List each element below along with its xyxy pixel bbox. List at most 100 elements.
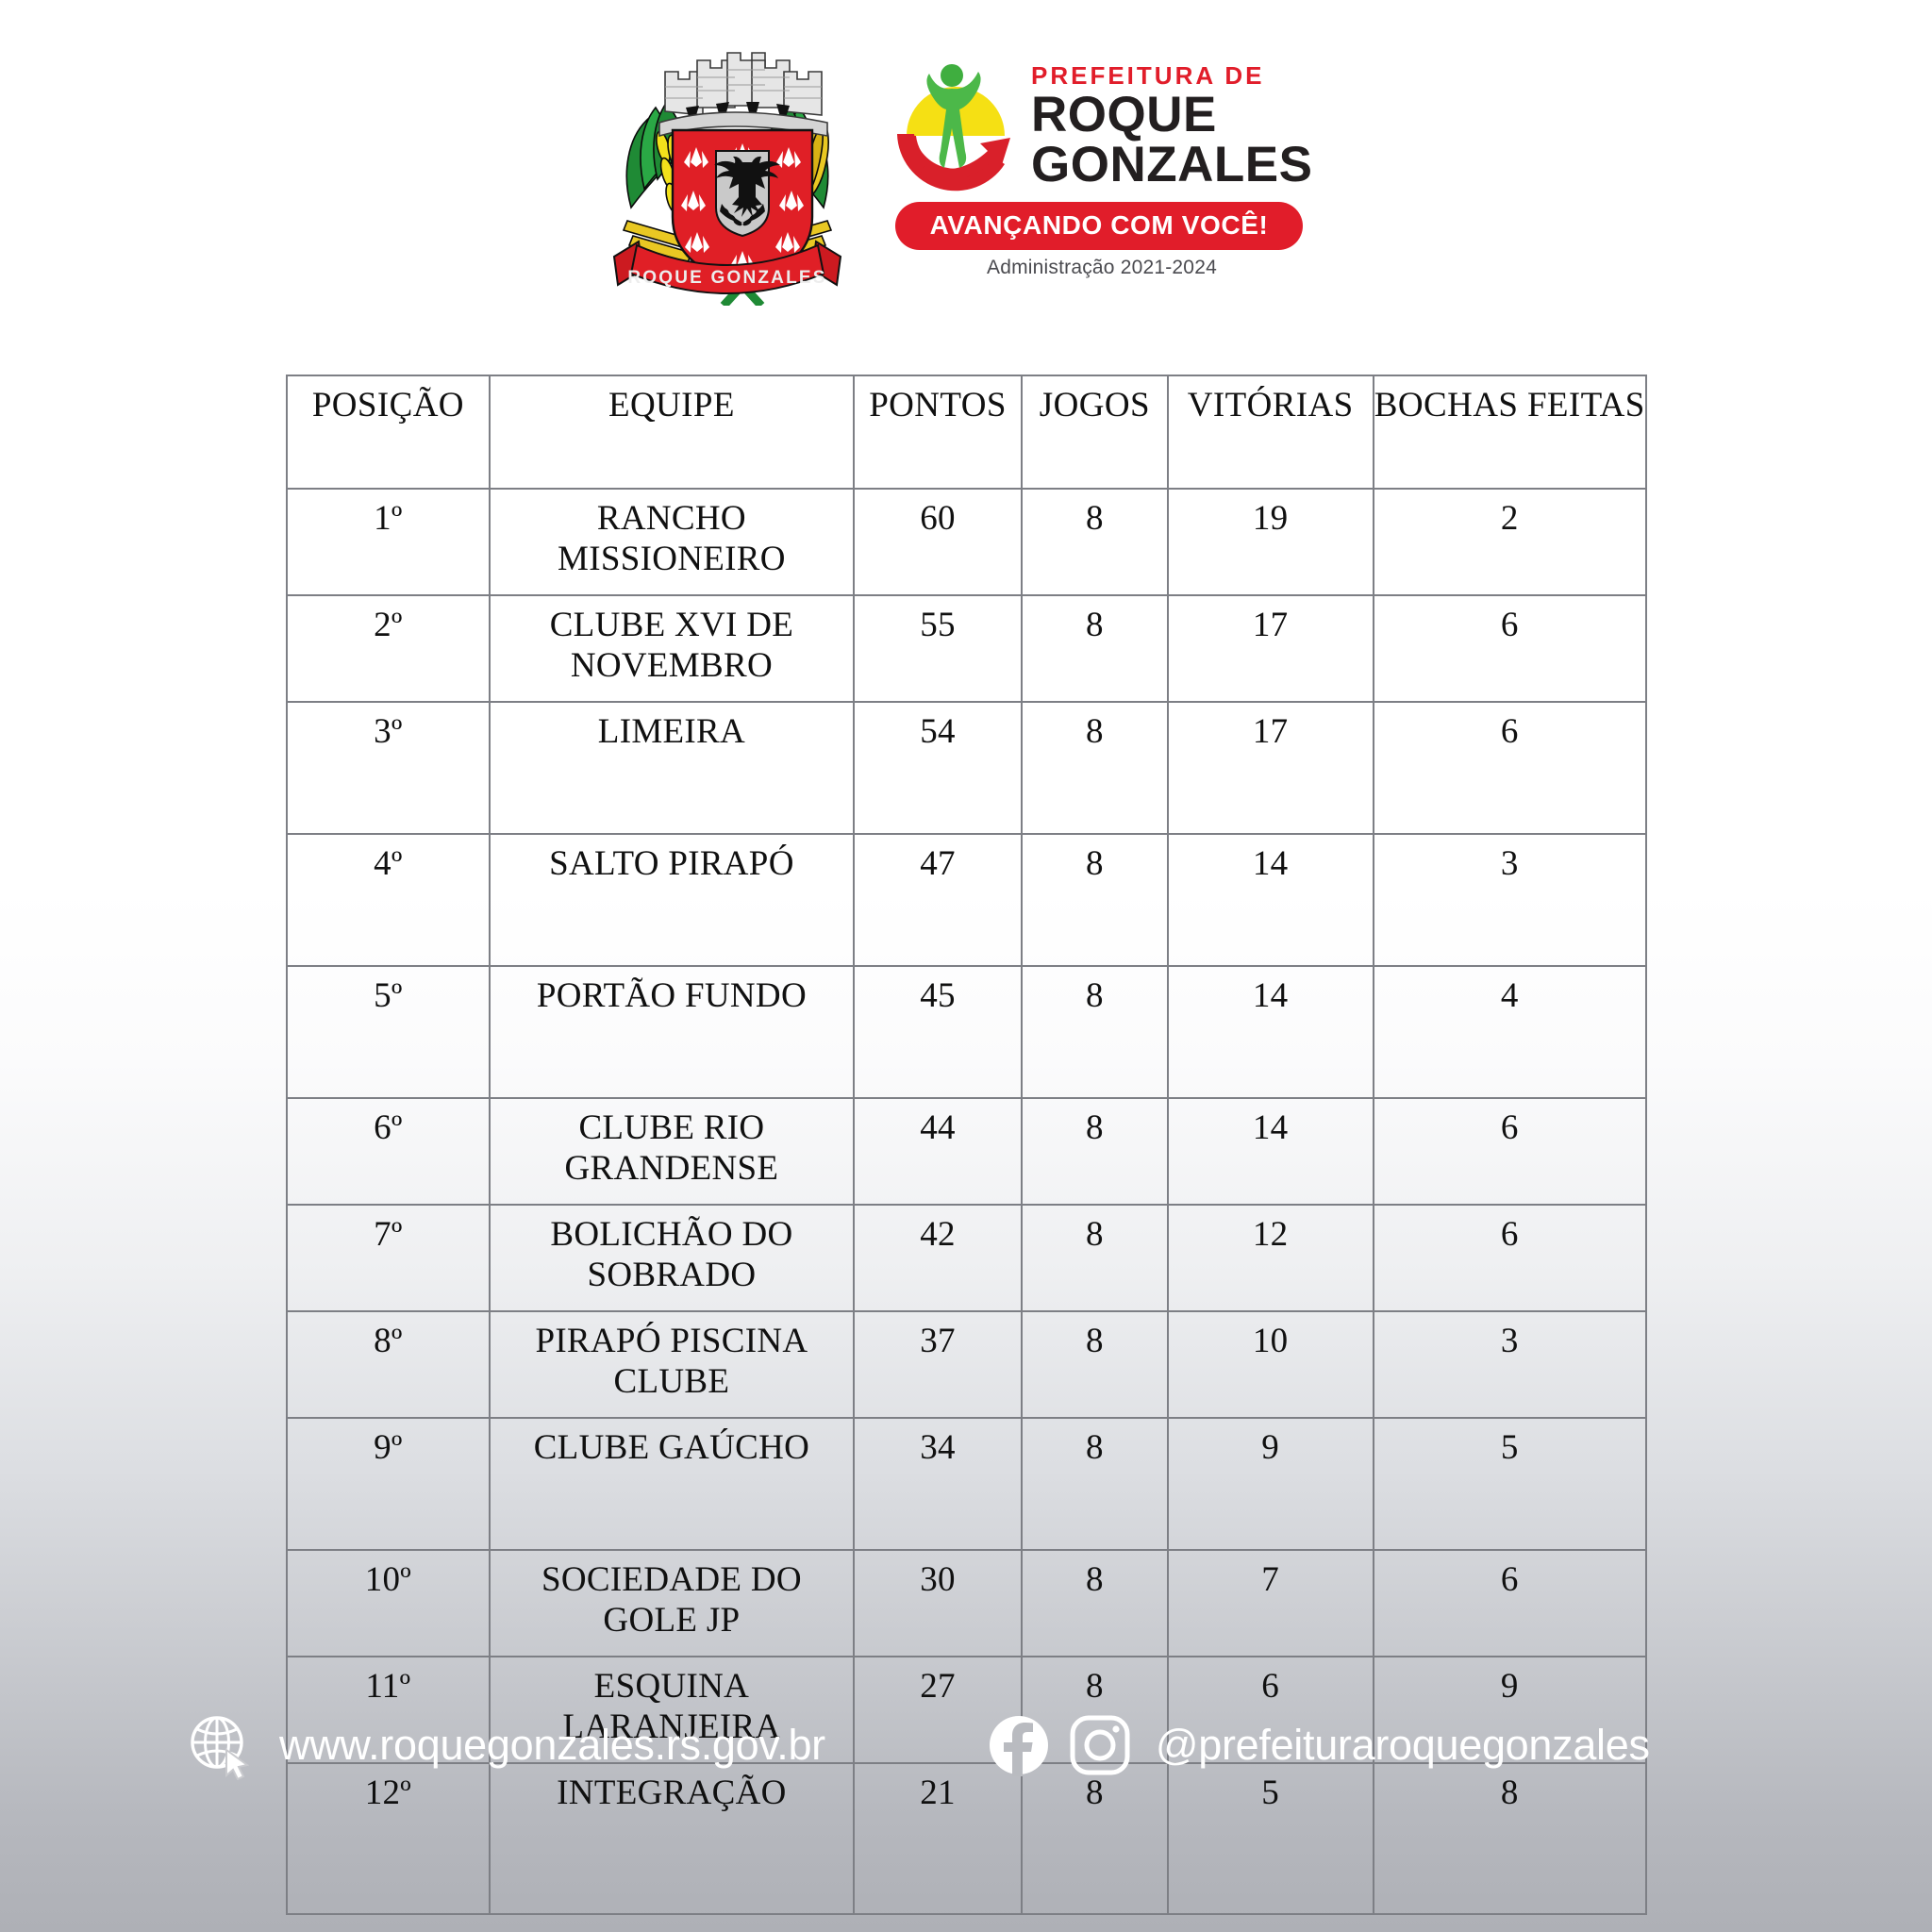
prefeitura-logo: PREFEITURA DE ROQUE GONZALES AVANÇANDO C… <box>890 32 1333 279</box>
cell-equipe: LIMEIRA <box>488 701 856 835</box>
cell-vitorias: 7 <box>1166 1549 1374 1657</box>
cell-pontos: 21 <box>853 1762 1023 1915</box>
cell-equipe: CLUBE GAÚCHO <box>488 1417 856 1551</box>
cell-bochas-feitas: 6 <box>1372 594 1648 703</box>
table-row: 11º ESQUINA LARANJEIRA 27 8 6 9 <box>286 1656 1648 1764</box>
cell-posicao: 1º <box>286 488 491 596</box>
cell-pontos: 45 <box>853 965 1023 1099</box>
prefeitura-logomark-icon <box>890 53 1022 194</box>
cell-equipe: RANCHO MISSIONEIRO <box>488 488 856 596</box>
globe-cursor-icon <box>185 1710 255 1781</box>
cell-jogos: 8 <box>1020 1310 1169 1419</box>
administration-period: Administração 2021-2024 <box>987 257 1217 278</box>
social-handle[interactable]: @prefeituraroquegonzales <box>1155 1721 1650 1769</box>
table-row: 1º RANCHO MISSIONEIRO 60 8 19 2 <box>286 488 1648 596</box>
cell-bochas-feitas: 4 <box>1372 965 1648 1099</box>
cell-jogos: 8 <box>1020 1204 1169 1312</box>
table-row: 4º SALTO PIRAPÓ 47 8 14 3 <box>286 833 1648 967</box>
cell-pontos: 30 <box>853 1549 1023 1657</box>
table-row: 12º INTEGRAÇÃO 21 8 5 8 <box>286 1762 1648 1915</box>
cell-vitorias: 14 <box>1166 965 1374 1099</box>
facebook-icon[interactable] <box>988 1714 1050 1776</box>
cell-jogos: 8 <box>1020 594 1169 703</box>
cell-bochas-feitas: 5 <box>1372 1417 1648 1551</box>
cell-pontos: 60 <box>853 488 1023 596</box>
cell-posicao: 5º <box>286 965 491 1099</box>
cell-bochas-feitas: 6 <box>1372 701 1648 835</box>
standings-table: POSIÇÃO EQUIPE PONTOS JOGOS VITÓRIAS BOC… <box>286 375 1648 1915</box>
table-body: 1º RANCHO MISSIONEIRO 60 8 19 2 2º CLUBE… <box>286 488 1648 1915</box>
cell-vitorias: 14 <box>1166 833 1374 967</box>
column-header-posicao: POSIÇÃO <box>286 375 491 490</box>
cell-bochas-feitas: 3 <box>1372 833 1648 967</box>
cell-posicao: 12º <box>286 1762 491 1915</box>
cell-equipe: ESQUINA LARANJEIRA <box>488 1656 856 1764</box>
column-header-equipe: EQUIPE <box>488 375 856 490</box>
page-header: ROQUE GONZALES PREFEI <box>0 0 1932 311</box>
cell-bochas-feitas: 6 <box>1372 1549 1648 1657</box>
logo-line-gonzales: GONZALES <box>1031 136 1313 192</box>
logo-line-prefeitura-de: PREFEITURA DE <box>1031 61 1265 91</box>
standings-table-container: POSIÇÃO EQUIPE PONTOS JOGOS VITÓRIAS BOC… <box>286 375 1648 1915</box>
cell-posicao: 10º <box>286 1549 491 1657</box>
website-url[interactable]: www.roquegonzales.rs.gov.br <box>279 1721 825 1769</box>
cell-equipe: SOCIEDADE DO GOLE JP <box>488 1549 856 1657</box>
cell-vitorias: 14 <box>1166 1097 1374 1206</box>
cell-vitorias: 17 <box>1166 701 1374 835</box>
cell-pontos: 42 <box>853 1204 1023 1312</box>
cell-pontos: 54 <box>853 701 1023 835</box>
cell-equipe: PIRAPÓ PISCINA CLUBE <box>488 1310 856 1419</box>
cell-bochas-feitas: 8 <box>1372 1762 1648 1915</box>
page-footer: www.roquegonzales.rs.gov.br @prefeiturar… <box>0 1670 1932 1821</box>
table-row: 6º CLUBE RIO GRANDENSE 44 8 14 6 <box>286 1097 1648 1206</box>
table-header: POSIÇÃO EQUIPE PONTOS JOGOS VITÓRIAS BOC… <box>286 375 1648 490</box>
table-row: 2º CLUBE XVI DE NOVEMBRO 55 8 17 6 <box>286 594 1648 703</box>
cell-vitorias: 6 <box>1166 1656 1374 1764</box>
cell-pontos: 34 <box>853 1417 1023 1551</box>
cell-jogos: 8 <box>1020 1097 1169 1206</box>
cell-jogos: 8 <box>1020 1549 1169 1657</box>
cell-posicao: 11º <box>286 1656 491 1764</box>
cell-jogos: 8 <box>1020 833 1169 967</box>
cell-bochas-feitas: 9 <box>1372 1656 1648 1764</box>
cell-vitorias: 5 <box>1166 1762 1374 1915</box>
column-header-vitorias: VITÓRIAS <box>1166 375 1374 490</box>
cell-bochas-feitas: 6 <box>1372 1204 1648 1312</box>
cell-vitorias: 9 <box>1166 1417 1374 1551</box>
table-header-row: POSIÇÃO EQUIPE PONTOS JOGOS VITÓRIAS BOC… <box>286 375 1648 490</box>
logo-line-roque: ROQUE <box>1031 86 1217 142</box>
cell-jogos: 8 <box>1020 701 1169 835</box>
table-row: 7º BOLICHÃO DO SOBRADO 42 8 12 6 <box>286 1204 1648 1312</box>
cell-posicao: 4º <box>286 833 491 967</box>
coat-of-arms-ribbon-text: ROQUE GONZALES <box>627 268 826 288</box>
instagram-icon[interactable] <box>1069 1714 1131 1776</box>
cell-pontos: 55 <box>853 594 1023 703</box>
cell-posicao: 9º <box>286 1417 491 1551</box>
cell-equipe: BOLICHÃO DO SOBRADO <box>488 1204 856 1312</box>
cell-bochas-feitas: 6 <box>1372 1097 1648 1206</box>
cell-pontos: 37 <box>853 1310 1023 1419</box>
table-row: 9º CLUBE GAÚCHO 34 8 9 5 <box>286 1417 1648 1551</box>
social-icon-group <box>988 1714 1131 1776</box>
column-header-jogos: JOGOS <box>1020 375 1169 490</box>
cell-vitorias: 19 <box>1166 488 1374 596</box>
cell-pontos: 44 <box>853 1097 1023 1206</box>
table-row: 3º LIMEIRA 54 8 17 6 <box>286 701 1648 835</box>
table-row: 8º PIRAPÓ PISCINA CLUBE 37 8 10 3 <box>286 1310 1648 1419</box>
cell-posicao: 6º <box>286 1097 491 1206</box>
cell-jogos: 8 <box>1020 1762 1169 1915</box>
column-header-pontos: PONTOS <box>853 375 1023 490</box>
logo-slogan: AVANÇANDO COM VOCÊ! <box>895 202 1303 250</box>
cell-vitorias: 10 <box>1166 1310 1374 1419</box>
cell-vitorias: 12 <box>1166 1204 1374 1312</box>
cell-jogos: 8 <box>1020 965 1169 1099</box>
cell-posicao: 2º <box>286 594 491 703</box>
cell-jogos: 8 <box>1020 488 1169 596</box>
cell-posicao: 8º <box>286 1310 491 1419</box>
cell-vitorias: 17 <box>1166 594 1374 703</box>
cell-equipe: SALTO PIRAPÓ <box>488 833 856 967</box>
table-row: 5º PORTÃO FUNDO 45 8 14 4 <box>286 965 1648 1099</box>
cell-equipe: CLUBE XVI DE NOVEMBRO <box>488 594 856 703</box>
table-row: 10º SOCIEDADE DO GOLE JP 30 8 7 6 <box>286 1549 1648 1657</box>
cell-equipe: CLUBE RIO GRANDENSE <box>488 1097 856 1206</box>
